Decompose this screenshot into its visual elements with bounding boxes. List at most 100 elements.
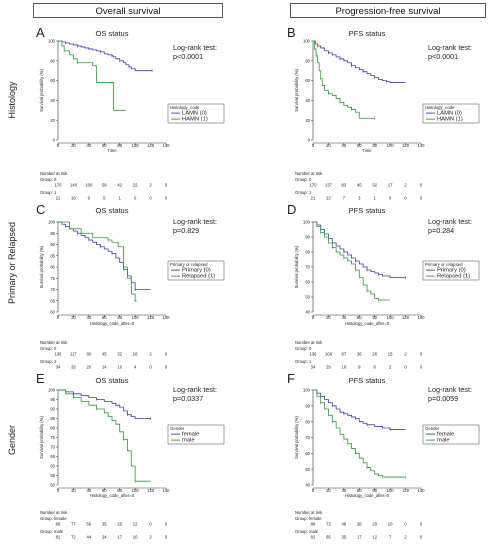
panel-c-x-tick-label: 0 [57, 315, 60, 320]
panel-b-legend-entry-1: HAMN (1) [437, 117, 463, 123]
panel-d-y-tick-label: 80 [305, 250, 310, 255]
panel-e-x-tick-label: 120 [147, 488, 155, 493]
panel-a-legend-box [167, 103, 225, 124]
panel-e-legend-entry-1: male [182, 438, 195, 444]
panel-a-risk-value: 146 [70, 183, 78, 188]
panel-e-legend-title: Gender [170, 426, 185, 431]
panel-c-risk-value: 2 [149, 352, 152, 357]
panel-f-legend-title: Gender [425, 426, 440, 431]
panel-a-risk-value: 16 [71, 196, 76, 201]
panel-c-risk-value: 32 [117, 352, 122, 357]
panel-a-y-tick-label: 40 [50, 98, 55, 103]
panel-e-y-tick-label: 90 [50, 407, 55, 412]
panel-f-risk-value: 72 [326, 522, 331, 527]
panel-a-risk-value: 1 [119, 196, 122, 201]
panel-b-y-tick-label: 40 [305, 98, 310, 103]
panel-e-risk-group-label-0: Group: female [40, 516, 67, 521]
panel-d-risk-value: 0 [420, 352, 423, 357]
panel-d-risk-value: 34 [311, 365, 316, 370]
panel-a-risk-value: 0 [165, 196, 168, 201]
panel-a-risk-title: Number at risk [40, 171, 68, 176]
panel-d-risk-value: 136 [310, 352, 318, 357]
panel-f-logrank-label: Log-rank test: [428, 385, 472, 394]
panel-e-y-tick-label: 75 [50, 435, 55, 440]
panel-c-risk-title: Number at risk [40, 340, 68, 345]
panel-e-title: OS status [96, 376, 129, 385]
panel-d-x-tick-label: 80 [372, 315, 377, 320]
panel-c-risk-value: 20 [87, 365, 92, 370]
panel-e-x-tick-label: 80 [117, 488, 122, 493]
panel-a-risk-value: 100 [85, 183, 93, 188]
panel-f-risk-value: 35 [342, 535, 347, 540]
panel-c-risk-value: 45 [102, 352, 107, 357]
panel-f-title: PFS status [349, 376, 386, 385]
panel-b-legend-entry-0: LAMN (0) [437, 111, 462, 117]
panel-a-y-tick-label: 20 [50, 118, 55, 123]
panel-d-risk-value: 2 [404, 352, 407, 357]
panel-b-letter: B [287, 25, 296, 40]
panel-c-series-1-curve [58, 221, 137, 302]
panel-a-risk-value: 0 [165, 183, 168, 188]
column-header-progression-free-survival: Progression-free survival [290, 3, 486, 18]
panel-a-title: OS status [96, 29, 129, 38]
panel-e-x-tick-label: 140 [163, 488, 171, 493]
panel-d-x-tick-label: 60 [357, 315, 362, 320]
panel-c-x-tick-label: 140 [163, 315, 171, 320]
panel-c-risk-group-label-1: Group: 1 [40, 359, 57, 364]
panel-b-x-tick-label: 0 [312, 143, 315, 148]
panel-b-legend-box [422, 103, 480, 124]
panel-a-y-label: Survival probability (%) [39, 68, 44, 111]
panel-f-series-1-curve [313, 389, 406, 478]
panel-f-y-label: Survival probability (%) [294, 415, 299, 458]
panel-e-legend-entry-0: female [182, 432, 199, 438]
panel-a-legend-entry-1: HAMN (1) [182, 117, 208, 123]
panel-b-risk-value: 170 [310, 183, 318, 188]
panel-d-risk-value: 9 [358, 365, 361, 370]
panel-f-risk-value: 65 [326, 535, 331, 540]
panel-f-x-tick-label: 100 [387, 488, 395, 493]
panel-a-risk-value: 59 [102, 183, 107, 188]
panel-c-x-label: Histology_code_after=0 [90, 321, 135, 326]
panel-e-y-tick-label: 65 [50, 454, 55, 459]
panel-a-y-tick-label: 60 [50, 78, 55, 83]
panel-a-legend-entry-0: LAMN (0) [182, 111, 207, 117]
panel-f-risk-value: 12 [372, 535, 377, 540]
panel-a-risk-value: 9 [88, 196, 91, 201]
panel-d-risk-value: 0 [404, 365, 407, 370]
panel-b-risk-value: 1 [374, 196, 377, 201]
panel-a-x-label: Time [107, 148, 117, 153]
panel-d-x-tick-label: 100 [387, 315, 395, 320]
panel-e-risk-value: 72 [71, 535, 76, 540]
panel-d-y-label: Survival probability (%) [294, 245, 299, 288]
panel-c-x-tick-label: 40 [87, 315, 92, 320]
panel-e-risk-value: 0 [165, 522, 168, 527]
panel-b-risk-title: Number at risk [295, 171, 323, 176]
panel-d-legend-entry-1: Relapsed (1) [437, 274, 470, 280]
panel-a-legend-title: Histology_code [170, 105, 200, 110]
panel-f-y-tick-label: 40 [305, 483, 310, 488]
panel-c-y-tick-label: 65 [50, 298, 55, 303]
panel-b-y-tick-label: 80 [305, 58, 310, 63]
panel-f-risk-value: 28 [357, 522, 362, 527]
panel-c-y-tick-label: 60 [50, 310, 55, 315]
panel-a-x-tick-label: 100 [132, 143, 140, 148]
panel-e-x-label: Histology_code_after=0 [90, 493, 135, 498]
panel-d-risk-value: 16 [342, 365, 347, 370]
panel-d-legend-title: Primary or relapsed [425, 262, 463, 267]
panel-f-risk-value: 0 [420, 522, 423, 527]
panel-a-logrank-label: Log-rank test: [173, 43, 217, 52]
panel-d-y-tick-label: 60 [305, 280, 310, 285]
panel-d-risk-value: 67 [342, 352, 347, 357]
panel-c-risk-value: 0 [149, 365, 152, 370]
panel-c-risk-value: 4 [134, 365, 137, 370]
panel-a-y-tick-label: 100 [48, 39, 56, 44]
panel-b-y-tick-label: 100 [303, 39, 311, 44]
panel-a-risk-value: 5 [103, 196, 106, 201]
panel-e-risk-value: 35 [102, 522, 107, 527]
panel-c-risk-value: 136 [55, 352, 63, 357]
panel-b-series-0-curve [313, 40, 406, 83]
panel-f-risk-value: 88 [311, 522, 316, 527]
panel-d-series-1-curve [313, 221, 391, 301]
panel-c-risk-value: 32 [71, 365, 76, 370]
